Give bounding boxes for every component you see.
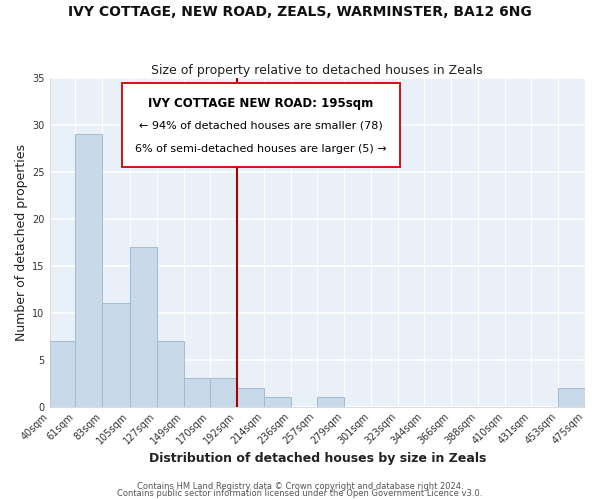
Bar <box>209 378 236 406</box>
Bar <box>558 388 585 406</box>
Bar <box>50 341 76 406</box>
FancyBboxPatch shape <box>122 83 400 167</box>
Bar <box>157 341 184 406</box>
Text: IVY COTTAGE NEW ROAD: 195sqm: IVY COTTAGE NEW ROAD: 195sqm <box>148 97 374 110</box>
Text: IVY COTTAGE, NEW ROAD, ZEALS, WARMINSTER, BA12 6NG: IVY COTTAGE, NEW ROAD, ZEALS, WARMINSTER… <box>68 5 532 19</box>
Bar <box>184 378 209 406</box>
Bar <box>264 397 291 406</box>
Text: ← 94% of detached houses are smaller (78): ← 94% of detached houses are smaller (78… <box>139 121 383 131</box>
X-axis label: Distribution of detached houses by size in Zeals: Distribution of detached houses by size … <box>149 452 486 465</box>
Text: Contains public sector information licensed under the Open Government Licence v3: Contains public sector information licen… <box>118 489 482 498</box>
Text: Contains HM Land Registry data © Crown copyright and database right 2024.: Contains HM Land Registry data © Crown c… <box>137 482 463 491</box>
Title: Size of property relative to detached houses in Zeals: Size of property relative to detached ho… <box>151 64 483 77</box>
Bar <box>130 247 157 406</box>
Y-axis label: Number of detached properties: Number of detached properties <box>15 144 28 341</box>
Text: 6% of semi-detached houses are larger (5) →: 6% of semi-detached houses are larger (5… <box>135 144 387 154</box>
Bar <box>103 304 130 406</box>
Bar <box>317 397 344 406</box>
Bar <box>76 134 103 406</box>
Bar <box>236 388 264 406</box>
